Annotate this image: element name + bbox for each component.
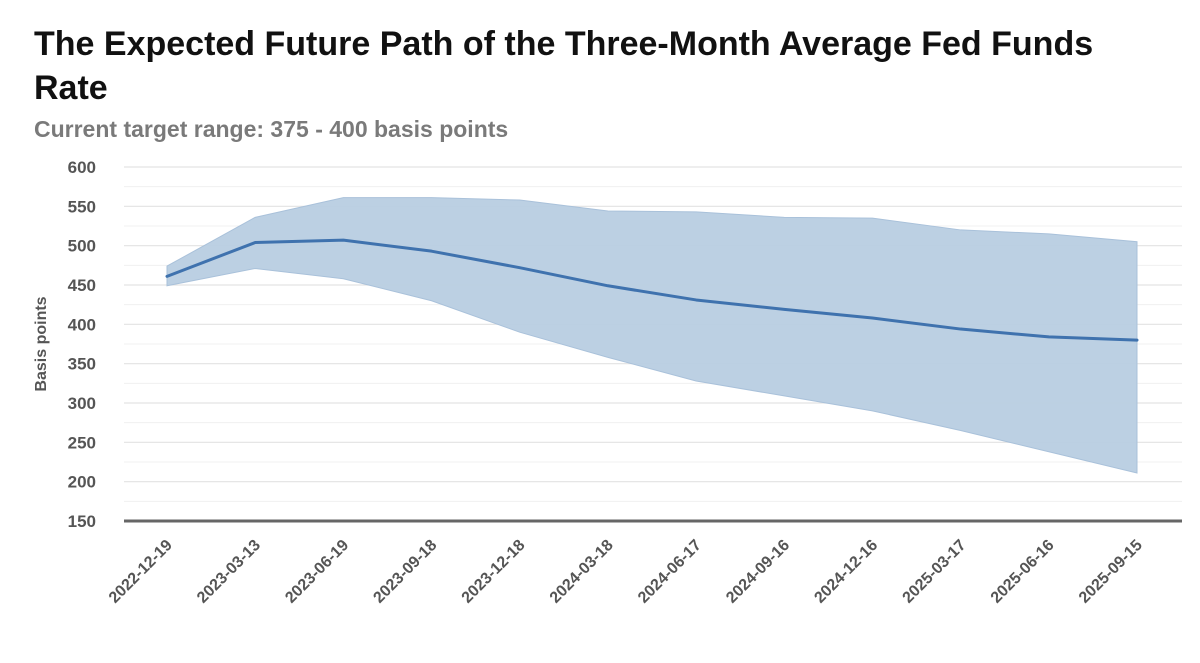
line-point [1047, 335, 1051, 339]
y-tick-label: 150 [68, 512, 96, 531]
line-point [1135, 338, 1139, 342]
band-area [166, 197, 1138, 474]
line-point [871, 316, 874, 320]
x-tick-label: 2025-09-15 [1076, 537, 1146, 607]
chart-title: The Expected Future Path of the Three-Mo… [34, 25, 1094, 107]
x-tick-label: 2023-12-18 [459, 537, 529, 607]
chart-subtitle: Current target range: 375 - 400 basis po… [34, 116, 509, 142]
x-tick-label: 2024-12-16 [811, 537, 881, 607]
x-tick-label: 2023-06-19 [282, 537, 352, 607]
line-point [342, 238, 345, 242]
line-point [430, 249, 433, 253]
x-tick-label: 2024-06-17 [635, 537, 705, 607]
y-tick-label: 550 [68, 197, 96, 216]
x-tick-label: 2025-06-16 [988, 537, 1058, 607]
x-tick-label: 2023-03-13 [194, 537, 264, 607]
y-tick-label: 250 [68, 433, 96, 452]
y-tick-label: 600 [68, 158, 96, 177]
x-tick-label: 2024-03-18 [547, 537, 617, 607]
x-tick-label: 2022-12-19 [106, 537, 176, 607]
y-tick-label: 400 [68, 315, 96, 334]
line-point [165, 275, 169, 278]
line-point [783, 308, 786, 311]
y-tick-label: 450 [68, 276, 96, 295]
line-point [959, 327, 962, 331]
y-tick-label: 300 [68, 394, 96, 413]
range-band [166, 197, 1138, 474]
x-tick-label: 2024-09-16 [723, 537, 793, 607]
y-axis-title: Basis points [33, 296, 50, 391]
line-series [165, 238, 1139, 342]
expected-path [165, 238, 1139, 342]
x-tick-label: 2023-09-18 [370, 537, 440, 607]
x-tick-label: 2025-03-17 [900, 537, 970, 607]
y-tick-label: 500 [68, 237, 96, 256]
line-point [253, 241, 257, 244]
line-point [694, 298, 698, 302]
y-tick-label: 350 [68, 355, 96, 374]
y-tick-label: 200 [68, 473, 96, 492]
line-point [518, 266, 521, 269]
line-point [606, 284, 610, 287]
